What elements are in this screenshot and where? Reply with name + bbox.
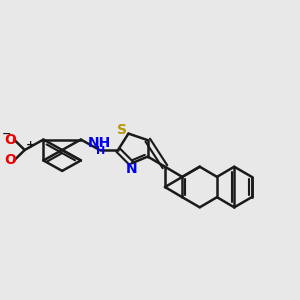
Text: O: O <box>4 154 16 167</box>
Text: NH: NH <box>88 136 111 149</box>
Text: O: O <box>4 133 16 146</box>
Text: +: + <box>26 140 35 150</box>
Text: S: S <box>117 123 127 137</box>
Text: −: − <box>2 129 11 139</box>
Text: H: H <box>97 146 106 157</box>
Text: N: N <box>126 162 137 176</box>
